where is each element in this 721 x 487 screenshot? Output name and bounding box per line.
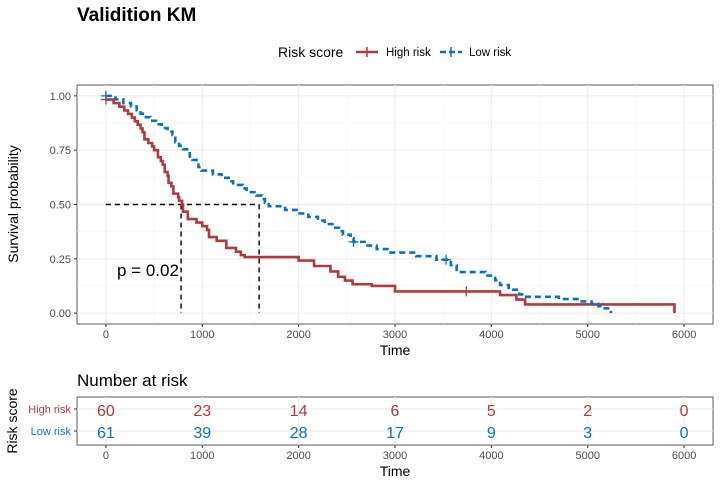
risk-table-y-axis-title: Risk score — [4, 388, 20, 454]
risk-table-gridlines — [74, 397, 713, 445]
risk-table-title: Number at risk — [77, 371, 188, 390]
risk-table-x-tick-label: 4000 — [479, 450, 503, 462]
km-y-axis-ticks: 0.00 0.25 0.50 0.75 1.00 — [50, 91, 77, 320]
risk-table-x-tick-label: 0 — [103, 450, 109, 462]
km-x-axis-title: Time — [380, 342, 411, 358]
risk-table-cell: 3 — [583, 425, 592, 442]
survival-curve-high-risk — [105, 98, 676, 314]
censor-mark-low-risk — [348, 236, 359, 247]
risk-table-cell: 0 — [680, 403, 689, 420]
km-y-tick-label: 0.50 — [50, 200, 71, 212]
risk-table-cell: 17 — [386, 425, 404, 442]
survival-curve-low-risk — [105, 94, 613, 314]
legend-item-low-risk: Low risk — [440, 47, 511, 59]
risk-table-cell: 9 — [487, 425, 496, 442]
legend-label-low-risk: Low risk — [469, 47, 511, 59]
risk-table-x-tick-label: 5000 — [575, 450, 599, 462]
risk-row-label-low-risk: Low risk — [31, 426, 72, 438]
risk-table-x-axis-ticks: 0 1000 2000 3000 4000 5000 6000 — [103, 445, 696, 462]
risk-table-cell: 28 — [290, 425, 308, 442]
chart-title: Validition KM — [77, 5, 196, 26]
censor-mark-high-risk — [461, 286, 472, 297]
censor-mark-low-risk — [441, 254, 452, 265]
risk-table-cell: 6 — [391, 403, 400, 420]
risk-table-cell: 61 — [97, 425, 115, 442]
risk-table-x-tick-label: 6000 — [672, 450, 696, 462]
km-x-axis-ticks: 0 1000 2000 3000 4000 5000 6000 — [103, 324, 696, 341]
risk-table-cell: 5 — [487, 403, 496, 420]
legend: Risk score High risk Low risk — [278, 44, 511, 60]
risk-table-cell: 39 — [193, 425, 211, 442]
km-x-tick-label: 5000 — [575, 329, 599, 341]
km-y-tick-label: 0.00 — [50, 308, 71, 320]
legend-item-high-risk: High risk — [356, 47, 431, 59]
risk-table-cell: 23 — [193, 403, 211, 420]
km-x-tick-label: 6000 — [672, 329, 696, 341]
km-x-tick-label: 4000 — [479, 329, 503, 341]
legend-label-high-risk: High risk — [386, 47, 431, 59]
km-panel: 0 1000 2000 3000 4000 5000 6000 0.000.250.500.… — [5, 84, 714, 358]
risk-table-x-tick-label: 3000 — [383, 450, 407, 462]
km-x-tick-label: 2000 — [286, 329, 310, 341]
p-value-annotation: p = 0.02 — [117, 261, 179, 280]
risk-table-cell: 14 — [290, 403, 308, 420]
risk-table-x-tick-label: 2000 — [286, 450, 310, 462]
risk-table: Number at risk 60 23 14 6 5 2 0 61 39 28 17 9 3 0 0 10… — [4, 371, 714, 479]
legend-title: Risk score — [278, 44, 344, 60]
km-x-tick-label: 3000 — [383, 329, 407, 341]
risk-table-cell: 2 — [583, 403, 592, 420]
survival-curves — [100, 90, 676, 314]
risk-table-x-tick-label: 1000 — [190, 450, 214, 462]
km-x-tick-label: 1000 — [190, 329, 214, 341]
risk-table-cells: 60 23 14 6 5 2 0 61 39 28 17 9 3 0 — [97, 403, 689, 442]
risk-table-cell: 0 — [680, 425, 689, 442]
risk-row-label-high-risk: High risk — [28, 404, 71, 416]
risk-table-cell: 60 — [97, 403, 115, 420]
km-y-tick-label: 0.75 — [50, 145, 71, 157]
km-y-tick-label: 0.25 — [50, 254, 71, 266]
censor-mark-low-risk — [100, 90, 111, 101]
km-y-tick-label: 1.00 — [50, 91, 71, 103]
km-y-axis-title: Survival probability — [5, 145, 21, 263]
risk-table-x-axis-title: Time — [380, 463, 411, 479]
km-x-tick-label: 0 — [103, 329, 109, 341]
